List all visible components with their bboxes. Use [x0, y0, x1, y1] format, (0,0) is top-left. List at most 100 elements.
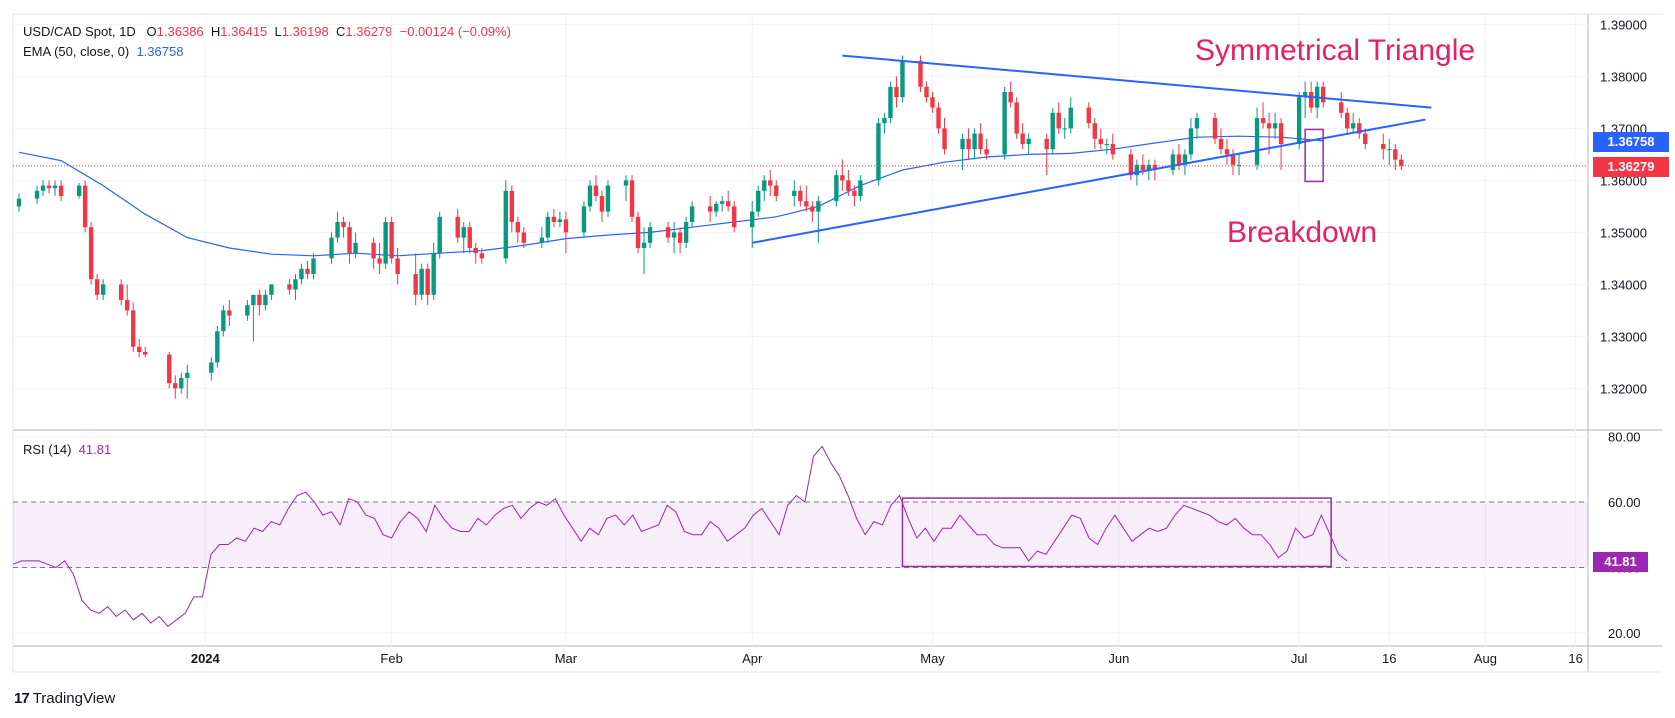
breakdown-annotation: Breakdown	[1227, 216, 1378, 249]
candle-body	[1098, 138, 1103, 144]
candle-body	[563, 219, 569, 233]
candle-body	[1345, 112, 1350, 129]
candle-body	[1260, 118, 1266, 124]
candle-body	[257, 294, 262, 306]
candle-body	[966, 138, 971, 150]
candle-body	[635, 216, 641, 248]
candle-body	[1393, 149, 1398, 160]
candle-body	[1188, 128, 1194, 155]
candle-body	[731, 206, 737, 228]
close-label: C	[336, 24, 346, 39]
candle-body	[1176, 154, 1182, 165]
candle-body	[221, 310, 226, 332]
ema-legend: EMA (50, close, 0) 1.36758	[23, 44, 183, 59]
footer[interactable]: 17 TradingView	[14, 690, 115, 707]
candle-body	[34, 190, 40, 199]
open-label: O	[146, 24, 157, 39]
candle-body	[1308, 92, 1314, 108]
time-tick-label: Feb	[380, 651, 402, 666]
time-tick-label: Apr	[742, 651, 763, 666]
price-tick-label: 1.35000	[1600, 225, 1647, 240]
candle-body	[1134, 164, 1140, 176]
candle-body	[419, 268, 424, 295]
rsi-tick-label: 80.00	[1608, 430, 1641, 445]
candle-body	[593, 185, 599, 196]
candle-body	[774, 185, 779, 196]
candle-body	[978, 133, 983, 150]
candles	[16, 55, 1404, 399]
candle-body	[413, 274, 418, 295]
candle-body	[1381, 144, 1386, 150]
candle-body	[179, 378, 184, 389]
candle-body	[683, 222, 689, 243]
candle-body	[768, 180, 773, 186]
candle-body	[311, 258, 316, 274]
candle-body	[94, 279, 100, 295]
candle-body	[689, 206, 695, 222]
candle-body	[100, 284, 106, 295]
low-value: 1.36198	[281, 24, 329, 39]
candle-body	[942, 128, 947, 150]
candle-body	[641, 242, 647, 248]
candle-body	[713, 203, 719, 212]
time-tick-label: Mar	[555, 651, 578, 666]
time-axis[interactable]: 2024 Feb Mar Apr May Jun Jul 16 Aug 16	[191, 651, 1583, 666]
tradingview-logo-icon: 17	[14, 690, 30, 707]
rsi-band	[13, 501, 1588, 568]
price-axis[interactable]: 1.390001.380001.370001.360001.350001.340…	[1600, 17, 1647, 641]
candle-body	[1212, 118, 1218, 139]
close-price-badge: 1.36279	[1593, 157, 1669, 177]
candle-body	[1002, 92, 1007, 155]
candle-body	[1056, 112, 1061, 129]
overlays	[13, 54, 1588, 244]
candle-body	[263, 294, 268, 306]
candle-body	[581, 206, 587, 233]
candle-body	[858, 180, 863, 196]
candle-body	[1086, 107, 1091, 124]
time-tick-label: 16	[1568, 651, 1582, 666]
rsi-line	[12, 445, 1348, 628]
candle-body	[852, 190, 857, 196]
candle-body	[840, 175, 845, 181]
candle-body	[1008, 92, 1013, 103]
candle-body	[353, 242, 358, 254]
candle-body	[599, 196, 605, 212]
candle-body	[467, 227, 472, 248]
high-label: H	[210, 24, 221, 39]
ema-value: 1.36758	[136, 44, 184, 59]
candle-body	[798, 190, 803, 202]
candle-body	[461, 227, 466, 238]
candle-body	[677, 232, 683, 243]
candle-body	[804, 201, 809, 207]
time-tick-label: 16	[1382, 651, 1396, 666]
candle-body	[972, 133, 977, 150]
candle-body	[1020, 133, 1025, 144]
candle-body	[137, 346, 142, 352]
candle-body	[293, 279, 298, 290]
time-tick-label: May	[920, 651, 945, 666]
candle-body	[671, 232, 677, 238]
candle-body	[587, 185, 593, 207]
price-tick-label: 1.38000	[1600, 69, 1647, 84]
candle-body	[167, 354, 172, 384]
breakdown-box	[1304, 128, 1324, 183]
time-tick-label: 2024	[191, 651, 221, 666]
candle-body	[1236, 164, 1242, 166]
candle-body	[918, 60, 923, 87]
candle-body	[707, 206, 713, 212]
rsi-label: RSI (14)	[23, 442, 72, 457]
candle-body	[185, 372, 190, 378]
candle-body	[347, 227, 352, 254]
candle-body	[503, 190, 509, 259]
ema-polyline	[18, 135, 1324, 257]
grid	[13, 14, 1588, 646]
candle-body	[834, 175, 839, 202]
rsi-range-box	[901, 497, 1332, 568]
candle-body	[431, 253, 436, 295]
rsi-polyline	[12, 445, 1348, 628]
candle-body	[215, 331, 220, 363]
candle-body	[936, 107, 941, 129]
time-tick-label: Jul	[1291, 651, 1308, 666]
candle-body	[756, 190, 761, 212]
